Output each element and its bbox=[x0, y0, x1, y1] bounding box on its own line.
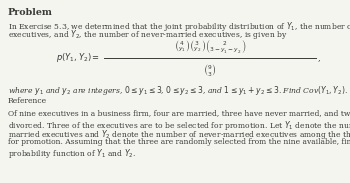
Text: married executives and $Y_2$ denote the number of never-married executives among: married executives and $Y_2$ denote the … bbox=[8, 128, 350, 141]
Text: $p(Y_1, Y_2) =$: $p(Y_1, Y_2) =$ bbox=[56, 51, 100, 64]
Text: $\binom{9}{3}$: $\binom{9}{3}$ bbox=[203, 62, 217, 78]
Text: for promotion. Assuming that the three are randomly selected from the nine avail: for promotion. Assuming that the three a… bbox=[8, 137, 350, 145]
Text: ,: , bbox=[318, 54, 321, 62]
Text: Of nine executives in a business firm, four are married, three have never marrie: Of nine executives in a business firm, f… bbox=[8, 109, 350, 117]
Text: divorced. Three of the executives are to be selected for promotion. Let $Y_1$ de: divorced. Three of the executives are to… bbox=[8, 119, 350, 132]
Text: $\binom{4}{y_1}\binom{3}{y_2}\binom{2}{3-y_1-y_2}$: $\binom{4}{y_1}\binom{3}{y_2}\binom{2}{3… bbox=[174, 38, 246, 56]
Text: probability function of $Y_1$ and $Y_2$.: probability function of $Y_1$ and $Y_2$. bbox=[8, 147, 136, 160]
Text: where $y_1$ and $y_2$ are integers, $0 \leq y_1 \leq 3$, $0 \leq y_2 \leq 3$, an: where $y_1$ and $y_2$ are integers, $0 \… bbox=[8, 84, 348, 97]
Text: executives, and $Y_2$, the number of never-married executives, is given by: executives, and $Y_2$, the number of nev… bbox=[8, 28, 288, 41]
Text: In Exercise 5.3, we determined that the joint probability distribution of $Y_1$,: In Exercise 5.3, we determined that the … bbox=[8, 20, 350, 33]
Text: Problem: Problem bbox=[8, 8, 53, 17]
Text: Reference: Reference bbox=[8, 97, 47, 105]
